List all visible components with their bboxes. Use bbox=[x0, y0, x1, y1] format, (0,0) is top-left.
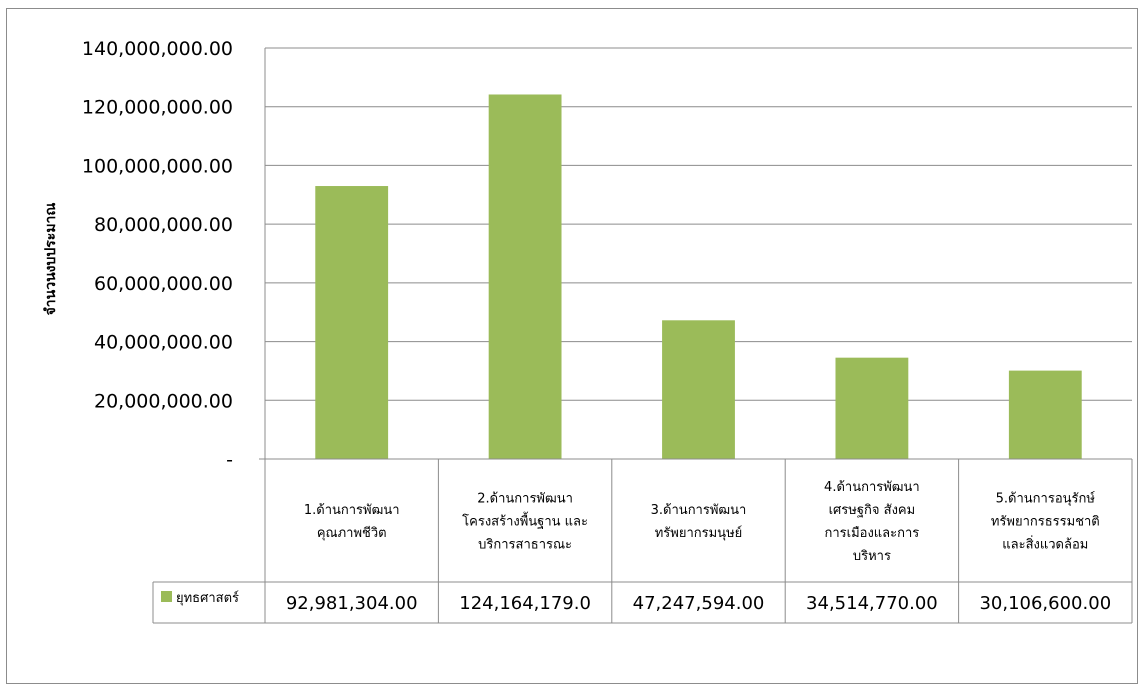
legend: ยุทธศาสตร์ bbox=[161, 590, 239, 606]
bar bbox=[1008, 370, 1082, 459]
table-value: 92,981,304.00 bbox=[286, 593, 418, 614]
chart-frame: - 20,000,000.00 40,000,000.00 60,000,000.00… bbox=[6, 8, 1138, 684]
y-tick-label: 40,000,000.00 bbox=[94, 332, 233, 354]
legend-label: ยุทธศาสตร์ bbox=[176, 590, 239, 606]
category-label: 4.ด้านการพัฒนาเศรษฐกิจ สังคมการเมืองและก… bbox=[824, 480, 920, 564]
category-label: 5.ด้านการอนุรักษ์ทรัพยากรธรรมชาติและสิ่ง… bbox=[991, 491, 1100, 553]
y-tick-label: 20,000,000.00 bbox=[94, 390, 233, 412]
y-tick-label: 100,000,000.00 bbox=[82, 155, 233, 177]
table-value: 124,164,179.0 bbox=[459, 593, 591, 614]
y-axis-label: จำนวนงบประมาณ bbox=[43, 203, 59, 316]
data-table-values: 92,981,304.00 124,164,179.0 47,247,594.00 3… bbox=[286, 593, 1111, 614]
y-tick-label: 140,000,000.00 bbox=[82, 38, 233, 60]
category-label: 2.ด้านการพัฒนาโครงสร้างพื้นฐาน และบริการ… bbox=[462, 492, 588, 553]
table-value: 34,514,770.00 bbox=[806, 593, 938, 614]
y-tick-label: - bbox=[226, 449, 233, 471]
bar bbox=[662, 320, 735, 459]
category-label: 3.ด้านการพัฒนาทรัพยากรมนุษย์ bbox=[651, 503, 747, 541]
gridlines bbox=[264, 47, 1132, 623]
y-tick-label: 80,000,000.00 bbox=[94, 214, 233, 236]
category-labels: 1.ด้านการพัฒนาคุณภาพชีวิต 2.ด้านการพัฒนาโ… bbox=[304, 480, 1100, 564]
bar-chart: - 20,000,000.00 40,000,000.00 60,000,000.00… bbox=[43, 38, 1133, 624]
y-tick-label: 60,000,000.00 bbox=[94, 273, 233, 295]
table-value: 47,247,594.00 bbox=[633, 593, 765, 614]
legend-swatch bbox=[161, 591, 172, 602]
data-table bbox=[152, 458, 1133, 624]
y-axis-ticks: - 20,000,000.00 40,000,000.00 60,000,000.00… bbox=[82, 38, 233, 471]
y-tick-label: 120,000,000.00 bbox=[82, 97, 233, 119]
bar bbox=[488, 94, 562, 460]
bars bbox=[315, 94, 1082, 460]
table-value: 30,106,600.00 bbox=[979, 593, 1111, 614]
bar bbox=[835, 357, 909, 459]
bar bbox=[315, 186, 389, 460]
category-label: 1.ด้านการพัฒนาคุณภาพชีวิต bbox=[304, 503, 400, 541]
